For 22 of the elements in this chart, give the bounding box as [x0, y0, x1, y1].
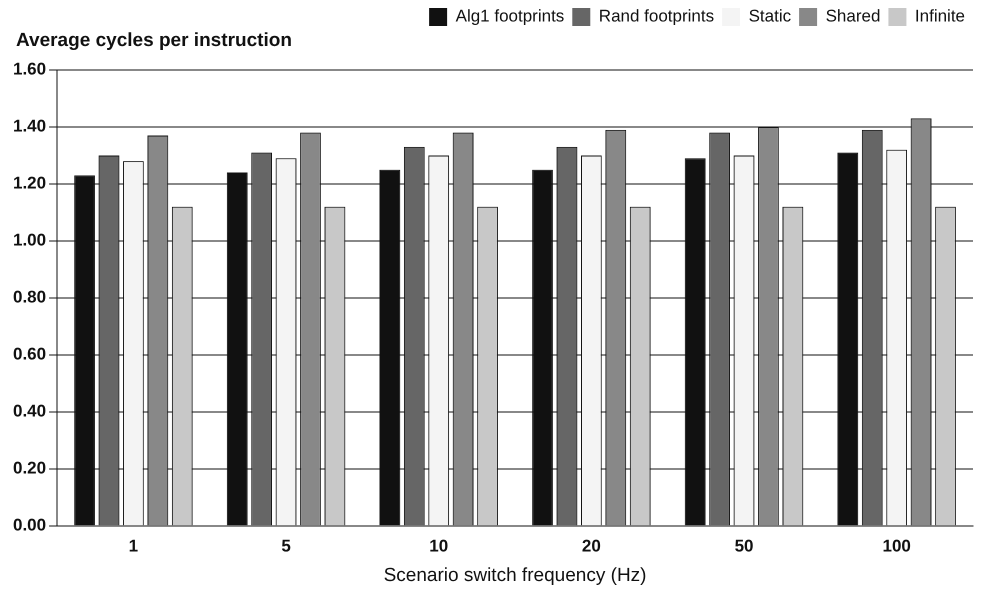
y-tick-label: 0.20: [12, 458, 46, 478]
y-tick-label: 0.00: [12, 515, 46, 534]
x-tick-label: 10: [429, 536, 448, 556]
x-tick-label: 5: [281, 536, 291, 556]
legend-label: Static: [748, 6, 792, 26]
y-tick-label: 1.00: [12, 230, 46, 250]
x-tick-label: 1: [128, 536, 138, 556]
x-tick-label: 100: [882, 536, 911, 556]
legend-label: Infinite: [914, 6, 966, 26]
y-axis-title: Average cycles per instruction: [16, 30, 292, 52]
y-tick-label: 0.40: [12, 402, 46, 421]
legend-label: Shared: [826, 6, 880, 26]
x-tick-label: 50: [734, 536, 754, 556]
y-tick-label: 1.60: [12, 60, 46, 79]
y-tick-label: 1.40: [12, 116, 46, 136]
y-tick-label: 0.60: [12, 344, 46, 364]
legend-label: Rand footprints: [598, 6, 714, 26]
y-tick-label: 1.20: [12, 174, 46, 193]
y-tick-label: 0.80: [12, 288, 46, 307]
legend-label: Alg1 footprints: [456, 6, 564, 26]
x-axis-title: Scenario switch frequency (Hz): [384, 564, 647, 586]
x-tick-label: 20: [582, 536, 601, 556]
